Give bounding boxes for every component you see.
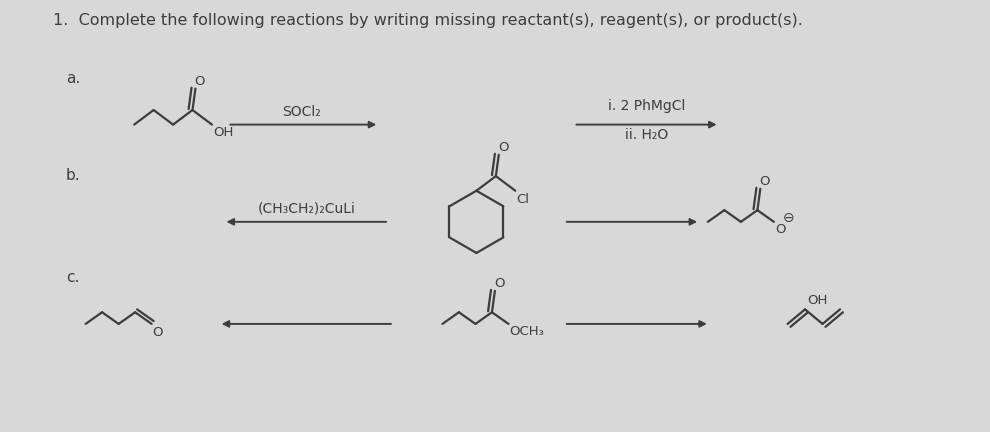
Text: O: O bbox=[759, 175, 770, 188]
Text: OH: OH bbox=[213, 126, 234, 139]
Text: O: O bbox=[152, 326, 163, 339]
Text: a.: a. bbox=[66, 71, 80, 86]
Text: ii. H₂O: ii. H₂O bbox=[625, 128, 668, 143]
Text: OH: OH bbox=[807, 294, 828, 308]
Text: b.: b. bbox=[66, 168, 81, 183]
Text: O: O bbox=[494, 277, 505, 290]
Text: 1.  Complete the following reactions by writing missing reactant(s), reagent(s),: 1. Complete the following reactions by w… bbox=[53, 13, 803, 28]
Text: (CH₃CH₂)₂CuLi: (CH₃CH₂)₂CuLi bbox=[257, 202, 355, 216]
Text: ⊖: ⊖ bbox=[783, 211, 794, 225]
Text: c.: c. bbox=[66, 270, 79, 286]
Text: i. 2 PhMgCl: i. 2 PhMgCl bbox=[608, 99, 685, 113]
Text: SOCl₂: SOCl₂ bbox=[282, 105, 321, 119]
Text: OCH₃: OCH₃ bbox=[510, 325, 544, 338]
Text: O: O bbox=[194, 75, 205, 88]
Text: Cl: Cl bbox=[516, 193, 530, 206]
Text: O: O bbox=[498, 141, 508, 154]
Text: O: O bbox=[775, 223, 785, 236]
